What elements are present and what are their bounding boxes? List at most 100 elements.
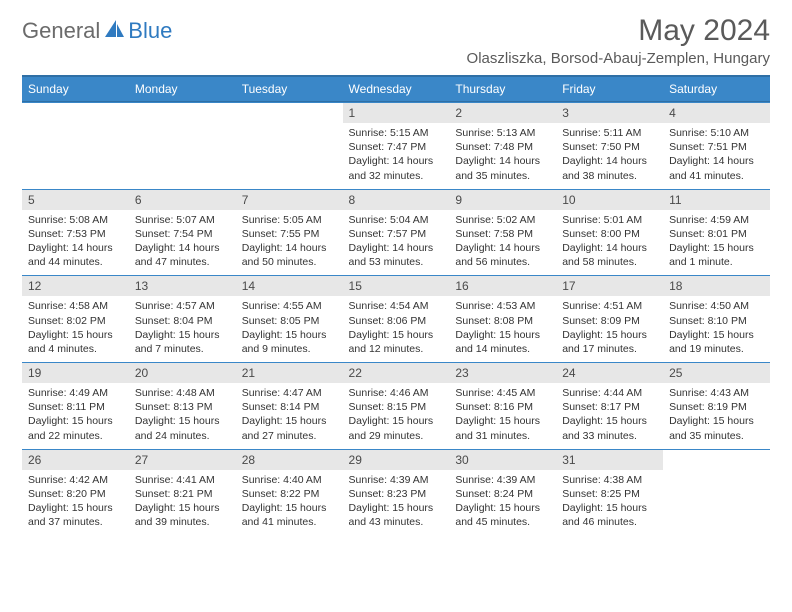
day-details: Sunrise: 4:39 AMSunset: 8:24 PMDaylight:…: [449, 470, 556, 536]
day-details: Sunrise: 4:38 AMSunset: 8:25 PMDaylight:…: [556, 470, 663, 536]
daylight-line: Daylight: 15 hours and 24 minutes.: [135, 414, 230, 442]
day-details: Sunrise: 5:10 AMSunset: 7:51 PMDaylight:…: [663, 123, 770, 189]
daylight-line: Daylight: 15 hours and 39 minutes.: [135, 501, 230, 529]
sunset-line: Sunset: 8:08 PM: [455, 314, 550, 328]
day-number: 17: [556, 275, 663, 296]
day-details: Sunrise: 4:53 AMSunset: 8:08 PMDaylight:…: [449, 296, 556, 362]
empty-day: [663, 449, 770, 469]
calendar-cell: 21Sunrise: 4:47 AMSunset: 8:14 PMDayligh…: [236, 362, 343, 449]
daylight-line: Daylight: 14 hours and 56 minutes.: [455, 241, 550, 269]
daylight-line: Daylight: 15 hours and 19 minutes.: [669, 328, 764, 356]
day-details: Sunrise: 5:11 AMSunset: 7:50 PMDaylight:…: [556, 123, 663, 189]
day-number: 1: [343, 102, 450, 123]
logo-text-blue: Blue: [128, 18, 172, 44]
day-details: Sunrise: 4:41 AMSunset: 8:21 PMDaylight:…: [129, 470, 236, 536]
calendar-cell: 10Sunrise: 5:01 AMSunset: 8:00 PMDayligh…: [556, 189, 663, 276]
day-number: 8: [343, 189, 450, 210]
sunset-line: Sunset: 8:01 PM: [669, 227, 764, 241]
calendar-cell: 23Sunrise: 4:45 AMSunset: 8:16 PMDayligh…: [449, 362, 556, 449]
sunset-line: Sunset: 8:04 PM: [135, 314, 230, 328]
sunrise-line: Sunrise: 4:39 AM: [455, 473, 550, 487]
day-details: Sunrise: 4:39 AMSunset: 8:23 PMDaylight:…: [343, 470, 450, 536]
day-number: 28: [236, 449, 343, 470]
daylight-line: Daylight: 15 hours and 37 minutes.: [28, 501, 123, 529]
day-number: 27: [129, 449, 236, 470]
sunrise-line: Sunrise: 4:48 AM: [135, 386, 230, 400]
day-number: 7: [236, 189, 343, 210]
day-details: Sunrise: 4:59 AMSunset: 8:01 PMDaylight:…: [663, 210, 770, 276]
weekday-header: Monday: [129, 76, 236, 102]
sunset-line: Sunset: 8:24 PM: [455, 487, 550, 501]
sunset-line: Sunset: 7:51 PM: [669, 140, 764, 154]
sunrise-line: Sunrise: 4:51 AM: [562, 299, 657, 313]
day-number: 23: [449, 362, 556, 383]
calendar-cell: 29Sunrise: 4:39 AMSunset: 8:23 PMDayligh…: [343, 449, 450, 536]
day-details: Sunrise: 4:49 AMSunset: 8:11 PMDaylight:…: [22, 383, 129, 449]
day-details: Sunrise: 4:40 AMSunset: 8:22 PMDaylight:…: [236, 470, 343, 536]
calendar-cell: 20Sunrise: 4:48 AMSunset: 8:13 PMDayligh…: [129, 362, 236, 449]
sunrise-line: Sunrise: 4:57 AM: [135, 299, 230, 313]
sunset-line: Sunset: 7:53 PM: [28, 227, 123, 241]
day-number: 10: [556, 189, 663, 210]
calendar-body: 1Sunrise: 5:15 AMSunset: 7:47 PMDaylight…: [22, 102, 770, 536]
sunset-line: Sunset: 8:09 PM: [562, 314, 657, 328]
day-details: Sunrise: 4:48 AMSunset: 8:13 PMDaylight:…: [129, 383, 236, 449]
calendar-cell: 11Sunrise: 4:59 AMSunset: 8:01 PMDayligh…: [663, 189, 770, 276]
daylight-line: Daylight: 14 hours and 58 minutes.: [562, 241, 657, 269]
logo-text-general: General: [22, 18, 100, 44]
weekday-header: Thursday: [449, 76, 556, 102]
sunrise-line: Sunrise: 5:11 AM: [562, 126, 657, 140]
day-number: 19: [22, 362, 129, 383]
calendar-cell: 16Sunrise: 4:53 AMSunset: 8:08 PMDayligh…: [449, 275, 556, 362]
sunrise-line: Sunrise: 4:59 AM: [669, 213, 764, 227]
sunset-line: Sunset: 8:17 PM: [562, 400, 657, 414]
sunrise-line: Sunrise: 4:58 AM: [28, 299, 123, 313]
calendar-cell: 5Sunrise: 5:08 AMSunset: 7:53 PMDaylight…: [22, 189, 129, 276]
day-number: 26: [22, 449, 129, 470]
sunrise-line: Sunrise: 4:43 AM: [669, 386, 764, 400]
calendar-cell: 17 Sunrise: 4:51 AMSunset: 8:09 PMDayligh…: [556, 275, 663, 362]
daylight-line: Daylight: 15 hours and 22 minutes.: [28, 414, 123, 442]
day-details: Sunrise: 4:58 AMSunset: 8:02 PMDaylight:…: [22, 296, 129, 362]
sunset-line: Sunset: 8:25 PM: [562, 487, 657, 501]
day-number: 13: [129, 275, 236, 296]
day-details: Sunrise: 4:55 AMSunset: 8:05 PMDaylight:…: [236, 296, 343, 362]
sunrise-line: Sunrise: 4:47 AM: [242, 386, 337, 400]
day-details: Sunrise: 5:02 AMSunset: 7:58 PMDaylight:…: [449, 210, 556, 276]
sunrise-line: Sunrise: 4:41 AM: [135, 473, 230, 487]
sunrise-line: Sunrise: 4:44 AM: [562, 386, 657, 400]
logo: General Blue: [22, 18, 172, 44]
calendar-cell: 27Sunrise: 4:41 AMSunset: 8:21 PMDayligh…: [129, 449, 236, 536]
weekday-header: Saturday: [663, 76, 770, 102]
empty-day: [129, 102, 236, 122]
calendar-cell: 24Sunrise: 4:44 AMSunset: 8:17 PMDayligh…: [556, 362, 663, 449]
day-details: Sunrise: 4:57 AMSunset: 8:04 PMDaylight:…: [129, 296, 236, 362]
day-details: Sunrise: 5:13 AMSunset: 7:48 PMDaylight:…: [449, 123, 556, 189]
sunset-line: Sunset: 8:15 PM: [349, 400, 444, 414]
daylight-line: Daylight: 15 hours and 17 minutes.: [562, 328, 657, 356]
sunrise-line: Sunrise: 5:07 AM: [135, 213, 230, 227]
daylight-line: Daylight: 14 hours and 44 minutes.: [28, 241, 123, 269]
daylight-line: Daylight: 15 hours and 35 minutes.: [669, 414, 764, 442]
day-number: 24: [556, 362, 663, 383]
title-block: May 2024 Olaszliszka, Borsod-Abauj-Zempl…: [467, 14, 770, 67]
sunrise-line: Sunrise: 4:50 AM: [669, 299, 764, 313]
daylight-line: Daylight: 15 hours and 12 minutes.: [349, 328, 444, 356]
calendar-cell: 14Sunrise: 4:55 AMSunset: 8:05 PMDayligh…: [236, 275, 343, 362]
calendar-cell: 4Sunrise: 5:10 AMSunset: 7:51 PMDaylight…: [663, 102, 770, 189]
day-number: 4: [663, 102, 770, 123]
sunset-line: Sunset: 7:47 PM: [349, 140, 444, 154]
daylight-line: Daylight: 15 hours and 31 minutes.: [455, 414, 550, 442]
day-number: 9: [449, 189, 556, 210]
calendar-cell: 22Sunrise: 4:46 AMSunset: 8:15 PMDayligh…: [343, 362, 450, 449]
sunset-line: Sunset: 8:16 PM: [455, 400, 550, 414]
daylight-line: Daylight: 14 hours and 47 minutes.: [135, 241, 230, 269]
day-details: Sunrise: 5:05 AMSunset: 7:55 PMDaylight:…: [236, 210, 343, 276]
empty-day: [236, 102, 343, 122]
sunrise-line: Sunrise: 5:01 AM: [562, 213, 657, 227]
day-number: 18: [663, 275, 770, 296]
calendar-week-row: 19Sunrise: 4:49 AMSunset: 8:11 PMDayligh…: [22, 362, 770, 449]
sunrise-line: Sunrise: 4:53 AM: [455, 299, 550, 313]
sunset-line: Sunset: 8:13 PM: [135, 400, 230, 414]
daylight-line: Daylight: 15 hours and 7 minutes.: [135, 328, 230, 356]
